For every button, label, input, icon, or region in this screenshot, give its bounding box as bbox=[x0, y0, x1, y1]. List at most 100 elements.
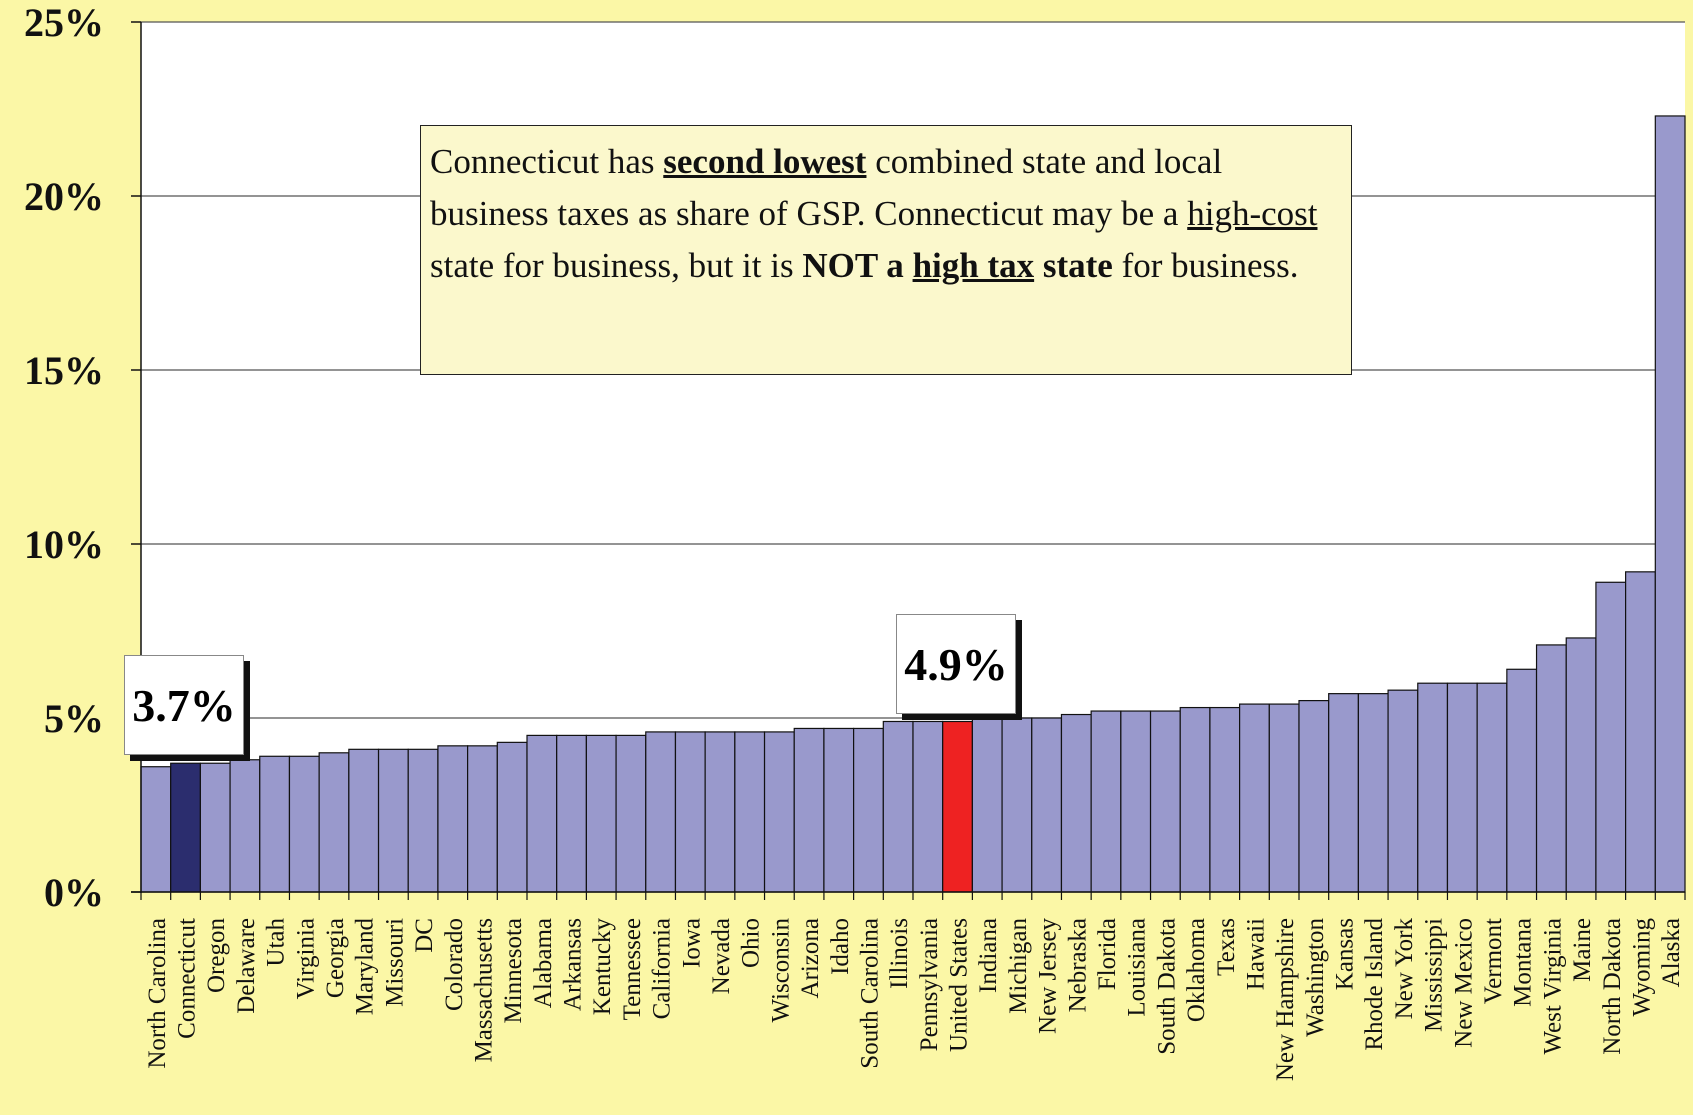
x-tick-label: Minnesota bbox=[500, 918, 527, 1024]
x-tick-label: Iowa bbox=[678, 918, 705, 968]
x-tick-label: New Mexico bbox=[1450, 918, 1477, 1048]
y-tick-labels: 0% 5% 10% 15% 20% 25% bbox=[24, 0, 104, 915]
x-tick-label: New Jersey bbox=[1035, 918, 1062, 1034]
bar-michigan bbox=[1001, 717, 1033, 893]
bar-maine bbox=[1565, 637, 1597, 893]
bar-south-dakota bbox=[1149, 710, 1181, 893]
x-tick-label: Oregon bbox=[203, 918, 230, 993]
x-tick-label: New Hampshire bbox=[1272, 918, 1299, 1081]
x-tick-label: Louisiana bbox=[1124, 918, 1151, 1017]
bar-illinois bbox=[882, 720, 914, 893]
bar-new-mexico bbox=[1446, 682, 1478, 893]
bar-kentucky bbox=[585, 734, 617, 893]
y-tick-label: 5% bbox=[44, 696, 104, 741]
bar-oklahoma bbox=[1179, 706, 1211, 893]
x-tick-label: Texas bbox=[1213, 918, 1240, 976]
x-tick-label: Alaska bbox=[1658, 918, 1685, 987]
x-tick-label: Hawaii bbox=[1242, 918, 1269, 990]
bar-wyoming bbox=[1625, 571, 1656, 893]
y-tick-label: 15% bbox=[24, 348, 104, 393]
bar-utah bbox=[259, 755, 291, 893]
connecticut-value-callout: 3.7% bbox=[124, 655, 244, 755]
bar-arizona bbox=[793, 727, 825, 893]
bar-minnesota bbox=[496, 741, 528, 893]
bar-iowa bbox=[674, 731, 706, 893]
bar-nebraska bbox=[1060, 713, 1092, 893]
bar-hawaii bbox=[1239, 703, 1270, 893]
bar-pennsylvania bbox=[912, 720, 944, 893]
bar-arkansas bbox=[556, 734, 587, 893]
x-tick-label: DC bbox=[411, 918, 438, 953]
x-tick-label: Connecticut bbox=[174, 918, 201, 1039]
bar-alabama bbox=[526, 734, 558, 893]
x-tick-label: Missouri bbox=[381, 918, 408, 1007]
bar-massachusetts bbox=[467, 745, 498, 893]
y-tick-label: 0% bbox=[44, 870, 104, 915]
x-tick-label: Virginia bbox=[292, 918, 319, 999]
united-states-value-callout: 4.9% bbox=[896, 614, 1016, 714]
bar-maryland bbox=[348, 748, 380, 893]
x-tick-label: Maine bbox=[1569, 918, 1596, 982]
x-tick-label: South Carolina bbox=[856, 918, 883, 1069]
x-tick-label: California bbox=[649, 918, 676, 1019]
bar-kansas bbox=[1328, 693, 1359, 893]
x-tick-label: Utah bbox=[263, 918, 290, 967]
x-tick-label: Arizona bbox=[797, 918, 824, 999]
x-tick-label: United States bbox=[946, 918, 973, 1052]
x-tick-label: Kansas bbox=[1332, 918, 1359, 990]
bar-connecticut bbox=[170, 762, 201, 893]
x-tick-label: Washington bbox=[1302, 918, 1329, 1037]
x-tick-label: Wyoming bbox=[1628, 918, 1655, 1017]
bar-new-jersey bbox=[1031, 717, 1063, 893]
bar-nevada bbox=[704, 731, 736, 893]
x-tick-label: Nebraska bbox=[1064, 918, 1091, 1012]
bar-tennessee bbox=[615, 734, 647, 893]
bar-washington bbox=[1298, 699, 1330, 893]
x-tick-label: Georgia bbox=[322, 918, 349, 998]
y-tick-label: 25% bbox=[24, 0, 104, 45]
bar-new-york bbox=[1387, 689, 1419, 893]
bar-montana bbox=[1506, 668, 1538, 893]
x-tick-label: Tennessee bbox=[619, 918, 646, 1020]
bar-colorado bbox=[437, 745, 469, 893]
x-tick-label: Pennsylvania bbox=[916, 918, 943, 1051]
bar-alaska bbox=[1654, 115, 1686, 893]
bar-mississippi bbox=[1417, 682, 1449, 893]
bar-oregon bbox=[199, 762, 231, 893]
bar-idaho bbox=[823, 727, 855, 893]
x-tick-label: Wisconsin bbox=[767, 918, 794, 1023]
x-tick-label: Maryland bbox=[352, 918, 379, 1016]
bar-north-carolina bbox=[140, 766, 172, 893]
x-tick-label: Indiana bbox=[975, 918, 1002, 993]
bar-california bbox=[645, 731, 677, 893]
x-tick-label: North Dakota bbox=[1599, 918, 1626, 1055]
x-tick-labels: North Carolina Connecticut Oregon Delaware U… bbox=[144, 918, 1685, 1082]
x-tick-label: Kentucky bbox=[589, 918, 616, 1016]
x-tick-label: Ohio bbox=[738, 918, 765, 968]
bar-ohio bbox=[734, 731, 766, 893]
y-tick-label: 20% bbox=[24, 174, 104, 219]
bar-florida bbox=[1090, 710, 1122, 893]
x-tick-label: Alabama bbox=[530, 918, 557, 1008]
bar-north-dakota bbox=[1595, 581, 1627, 893]
bar-west-virginia bbox=[1535, 644, 1567, 893]
annotation-note: Connecticut has second lowest combined s… bbox=[420, 125, 1352, 375]
x-tick-label: Illinois bbox=[886, 918, 913, 989]
bar-new-hampshire bbox=[1268, 703, 1300, 893]
bar-vermont bbox=[1476, 682, 1508, 893]
x-tick-label: Massachusetts bbox=[470, 918, 497, 1062]
x-tick-label: Colorado bbox=[441, 918, 468, 1011]
x-tick-label: Rhode Island bbox=[1361, 918, 1388, 1051]
bar-south-carolina bbox=[853, 727, 884, 893]
bar-dc bbox=[407, 748, 439, 893]
bar-united-states bbox=[942, 720, 973, 893]
x-tick-label: Arkansas bbox=[560, 918, 587, 1011]
x-tick-label: Montana bbox=[1510, 918, 1537, 1007]
x-tick-label: Idaho bbox=[827, 918, 854, 975]
x-tick-label: Nevada bbox=[708, 918, 735, 994]
x-tick-label: Vermont bbox=[1480, 918, 1507, 1004]
bar-virginia bbox=[288, 755, 320, 893]
bar-rhode-island bbox=[1357, 693, 1389, 893]
x-tick-label: Delaware bbox=[233, 918, 260, 1014]
x-tick-label: Michigan bbox=[1005, 918, 1032, 1014]
